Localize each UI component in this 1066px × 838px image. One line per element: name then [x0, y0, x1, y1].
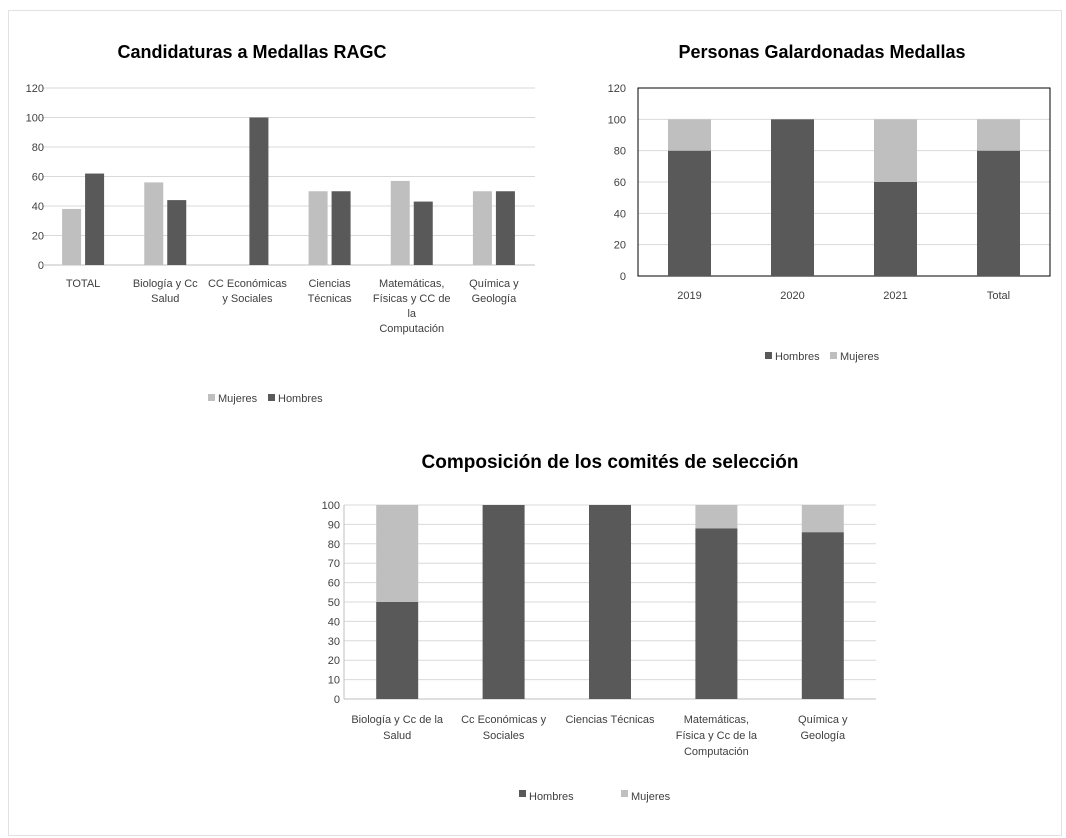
bar-segment-mujeres: [874, 119, 917, 182]
y-tick-label: 80: [614, 146, 626, 158]
y-tick-label: 80: [328, 539, 340, 551]
chart-title: Candidaturas a Medallas RAGC: [117, 42, 386, 62]
bar-segment-hombres: [589, 505, 631, 699]
y-tick-label: 0: [38, 260, 44, 272]
chart-title: Personas Galardonadas Medallas: [678, 42, 965, 62]
bar-segment-mujeres: [695, 505, 738, 529]
legend-label: Hombres: [529, 791, 574, 803]
bar-hombres: [167, 200, 187, 265]
legend-label: Mujeres: [218, 393, 258, 405]
legend-swatch: [268, 394, 275, 401]
category-label: Biología y Cc: [133, 278, 198, 290]
category-label: Técnicas: [308, 293, 353, 305]
y-tick-label: 60: [32, 172, 44, 184]
y-tick-label: 100: [322, 500, 340, 512]
category-label: Física y Cc de la: [676, 730, 758, 742]
category-label: Computación: [379, 323, 444, 335]
y-tick-label: 90: [328, 519, 340, 531]
bar-segment-hombres: [482, 505, 525, 699]
category-label: Físicas y CC de: [373, 293, 451, 305]
legend-swatch: [208, 394, 215, 401]
y-tick-label: 0: [334, 694, 340, 706]
bar-mujeres: [62, 208, 82, 265]
category-label: 2021: [883, 290, 907, 302]
bar-segment-hombres: [977, 150, 1020, 276]
category-label: Computación: [684, 746, 749, 758]
y-tick-label: 100: [26, 113, 44, 125]
y-tick-label: 40: [328, 616, 340, 628]
y-tick-label: 20: [328, 655, 340, 667]
y-tick-label: 60: [614, 177, 626, 189]
chart-comites: Composición de los comités de selección 0…: [322, 452, 876, 803]
bar-segment-hombres: [771, 119, 814, 276]
bar-segment-hombres: [801, 532, 844, 699]
bar-segment-hombres: [695, 528, 738, 699]
category-label: Química y: [469, 278, 519, 290]
y-tick-label: 120: [26, 83, 44, 95]
legend-label: Mujeres: [631, 791, 671, 803]
bar-segment-hombres: [874, 182, 917, 276]
y-tick-label: 10: [328, 675, 340, 687]
category-label: Ciencias: [308, 278, 351, 290]
y-tick-label: 20: [32, 231, 44, 243]
bar-segment-mujeres: [376, 505, 419, 602]
y-tick-label: 20: [614, 240, 626, 252]
y-tick-label: 50: [328, 597, 340, 609]
bar-mujeres: [144, 182, 164, 265]
bar-segment-hombres: [376, 602, 419, 699]
figure-frame: [8, 10, 1062, 836]
category-label: Salud: [151, 293, 179, 305]
category-label: 2020: [780, 290, 804, 302]
category-label: 2019: [677, 290, 701, 302]
bar-hombres: [331, 191, 351, 265]
chart-title: Composición de los comités de selección: [422, 452, 799, 473]
chart-candidaturas: Candidaturas a Medallas RAGC 0 20 40 60 80 100…: [26, 42, 535, 405]
y-tick-label: 120: [608, 83, 626, 95]
category-label: Matemáticas,: [379, 278, 444, 290]
bar-hombres: [249, 117, 269, 265]
y-tick-label: 80: [32, 142, 44, 154]
category-label: Química y: [798, 714, 848, 726]
legend-swatch: [765, 352, 772, 359]
bar-segment-mujeres: [668, 119, 711, 151]
category-label: la: [407, 308, 416, 320]
bar-mujeres: [390, 180, 410, 265]
category-label: Total: [987, 290, 1010, 302]
category-label: Biología y Cc de la: [351, 714, 444, 726]
plot-frame: [637, 87, 1051, 277]
category-label: Cc Económicas y: [461, 714, 546, 726]
category-label: y Sociales: [222, 293, 273, 305]
y-tick-label: 40: [614, 208, 626, 220]
y-tick-label: 60: [328, 578, 340, 590]
legend-label: Hombres: [775, 351, 820, 363]
bar-segment-mujeres: [801, 505, 844, 533]
category-label: Geología: [472, 293, 518, 305]
legend-label: Hombres: [278, 393, 323, 405]
bar-segment-hombres: [668, 150, 711, 276]
bar-hombres: [413, 201, 433, 265]
bar-hombres: [495, 191, 515, 265]
y-tick-label: 40: [32, 201, 44, 213]
y-tick-label: 0: [620, 271, 626, 283]
legend-swatch: [830, 352, 837, 359]
bar-mujeres: [472, 191, 492, 265]
chart-galardonadas: Personas Galardonadas Medallas 0 20 40 60 80 1…: [608, 42, 1051, 363]
category-label: Geología: [800, 730, 846, 742]
bar-hombres: [85, 173, 105, 265]
category-label: CC Económicas: [208, 278, 287, 290]
y-tick-label: 100: [608, 114, 626, 126]
bar-segment-mujeres: [977, 119, 1020, 151]
legend-label: Mujeres: [840, 351, 880, 363]
category-label: Sociales: [483, 730, 525, 742]
category-label: Salud: [383, 730, 411, 742]
legend-swatch: [519, 790, 526, 797]
bar-mujeres: [308, 191, 328, 265]
category-label: Ciencias Técnicas: [565, 714, 655, 726]
y-tick-label: 30: [328, 636, 340, 648]
category-label: Matemáticas,: [684, 714, 749, 726]
legend-swatch: [621, 790, 628, 797]
category-label: TOTAL: [66, 278, 100, 290]
y-tick-label: 70: [328, 558, 340, 570]
